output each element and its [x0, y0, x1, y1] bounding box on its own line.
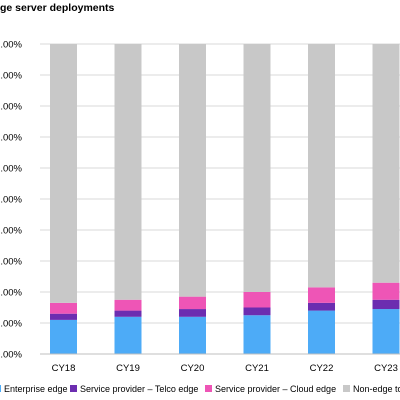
y-tick-label: .00%	[0, 319, 22, 330]
bar-segment	[372, 299, 400, 310]
x-tick-label: CY18	[52, 363, 76, 374]
y-tick-label: 0.00%	[0, 350, 23, 361]
bar-segment	[308, 310, 335, 354]
legend-label: Non-edge to	[353, 384, 400, 394]
y-tick-label: .00%	[0, 133, 22, 144]
bar-segment	[243, 315, 271, 354]
y-tick-label: .00%	[0, 257, 22, 268]
bar-segment	[179, 316, 206, 354]
x-tick-label: CY23	[374, 363, 398, 374]
y-tick-label: .00%	[0, 102, 22, 113]
bar-segment	[50, 44, 77, 303]
bar-segment	[114, 310, 142, 317]
legend-label: Service provider – Cloud edge	[215, 384, 336, 394]
legend-swatch	[0, 385, 1, 392]
legend-label: Enterprise edge	[4, 384, 68, 394]
legend-label: Service provider – Telco edge	[80, 384, 198, 394]
bar-segment	[308, 302, 335, 311]
y-tick-label: .00%	[0, 226, 22, 237]
bar-segment	[372, 282, 400, 300]
bar-segment	[372, 44, 400, 283]
bar-segment	[179, 296, 206, 310]
bar-segment	[243, 44, 271, 292]
bar-segment	[243, 292, 271, 308]
legend-swatch	[70, 385, 77, 392]
legend: Enterprise edge Service provider – Telco …	[0, 384, 400, 394]
bar-segment	[50, 302, 77, 314]
legend-swatch	[205, 385, 212, 392]
bar-segment	[179, 309, 206, 317]
bar-segment	[243, 307, 271, 316]
bar-segment	[114, 44, 142, 300]
legend-swatch	[343, 385, 350, 392]
bars	[50, 44, 400, 354]
y-tick-label: .00%	[0, 288, 22, 299]
bar-segment	[308, 44, 335, 288]
bar-segment	[179, 44, 206, 297]
bar-segment	[308, 287, 335, 303]
bar-segment	[50, 319, 77, 354]
bar-segment	[372, 309, 400, 354]
y-tick-label: .00%	[0, 71, 22, 82]
x-tick-label: CY20	[181, 363, 205, 374]
y-tick-label: .00%	[0, 40, 22, 51]
y-tick-label: .00%	[0, 195, 22, 206]
gridlines	[40, 43, 400, 324]
chart-title: ge server deployments	[0, 2, 115, 14]
x-tick-label: CY22	[310, 363, 334, 374]
x-tick-label: CY19	[116, 363, 140, 374]
bar-segment	[50, 313, 77, 320]
y-tick-label: .00%	[0, 164, 22, 175]
axes: 0.00% .00% .00% .00% .00% .00% .00% .00% .00% .00…	[0, 40, 400, 374]
bar-segment	[114, 299, 142, 311]
x-tick-label: CY21	[245, 363, 269, 374]
bar-segment	[114, 316, 142, 354]
